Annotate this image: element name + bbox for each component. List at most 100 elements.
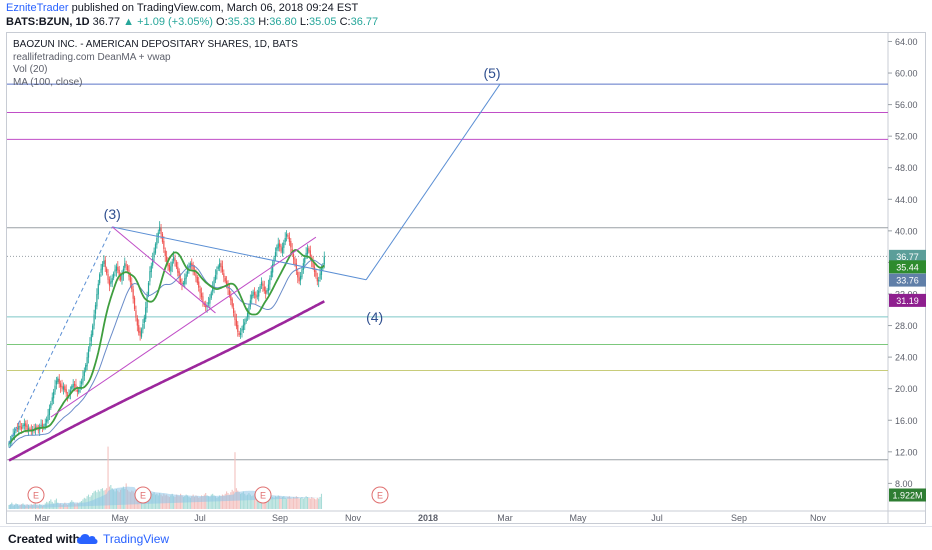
candle-body bbox=[156, 237, 158, 245]
volume-bar bbox=[252, 495, 254, 509]
legend-indicator-ma100[interactable]: MA (100, close) bbox=[13, 76, 83, 88]
volume-bar bbox=[221, 494, 223, 509]
volume-bar bbox=[283, 496, 285, 509]
wave-1-3-dashed-line[interactable] bbox=[8, 226, 113, 444]
candle-body bbox=[186, 270, 189, 274]
candle-body bbox=[25, 423, 27, 427]
candle-body bbox=[192, 264, 194, 270]
candle-body bbox=[269, 278, 271, 285]
price-badge bbox=[889, 273, 926, 287]
earnings-marker[interactable] bbox=[371, 486, 389, 504]
legend-indicator-volume[interactable]: Vol (20) bbox=[13, 64, 48, 75]
candle-body bbox=[181, 282, 183, 286]
volume-bar bbox=[213, 495, 215, 509]
volume-bar bbox=[279, 496, 281, 509]
volume-bar bbox=[189, 497, 191, 509]
candle-body bbox=[22, 424, 24, 428]
candle-body bbox=[298, 277, 300, 282]
triangle-lower-line[interactable] bbox=[50, 236, 317, 418]
candle-body bbox=[138, 325, 140, 333]
volume-bar bbox=[223, 495, 225, 509]
candle-body bbox=[15, 428, 17, 432]
candle-body bbox=[195, 273, 197, 278]
volume-bar bbox=[256, 496, 258, 509]
volume-bar bbox=[234, 452, 236, 509]
last-price: 36.77 bbox=[92, 16, 121, 28]
candle-body bbox=[210, 292, 212, 298]
ohlc-line: BATS:BZUN, 1D 36.77 ▲ +1.09 (+3.05%) O:3… bbox=[6, 16, 378, 28]
candle-body bbox=[136, 318, 138, 326]
open-value: 35.33 bbox=[227, 16, 256, 28]
low-label: L: bbox=[299, 16, 310, 28]
candle-body bbox=[227, 283, 229, 290]
high-label: H: bbox=[258, 16, 270, 28]
candle-body bbox=[61, 385, 63, 389]
candle-body bbox=[232, 308, 235, 313]
earnings-marker[interactable] bbox=[254, 486, 272, 504]
price-badge bbox=[889, 260, 926, 274]
wave-3-4-line[interactable] bbox=[112, 226, 367, 281]
volume-bar bbox=[306, 497, 309, 509]
candle-body bbox=[170, 266, 172, 272]
candle-body bbox=[115, 266, 118, 271]
candle-body bbox=[44, 423, 46, 426]
candle-body bbox=[133, 297, 136, 309]
volume-bar bbox=[198, 497, 200, 509]
candle-body bbox=[276, 247, 278, 251]
candle-body bbox=[62, 386, 65, 390]
volume-bar bbox=[216, 497, 218, 509]
earnings-marker[interactable] bbox=[134, 486, 152, 504]
candle-body bbox=[55, 380, 58, 385]
tradingview-cloud-icon[interactable] bbox=[76, 532, 98, 546]
legend-indicator-deanma[interactable]: reallifetrading.com DeanMA + vwap bbox=[13, 51, 171, 63]
volume-bar bbox=[249, 494, 251, 509]
candle-body bbox=[166, 256, 168, 262]
candle-body bbox=[259, 286, 261, 291]
candle-body bbox=[202, 296, 204, 302]
candle-body bbox=[153, 251, 155, 258]
candle-body bbox=[40, 424, 42, 427]
volume-bar bbox=[209, 497, 211, 509]
candle-body bbox=[216, 270, 218, 275]
volume-bar bbox=[267, 496, 270, 509]
volume-bar bbox=[304, 497, 306, 509]
price-tick-label: 56.00 bbox=[895, 100, 918, 110]
candle-body bbox=[178, 271, 180, 279]
candle-body bbox=[239, 332, 242, 336]
candle-body bbox=[57, 378, 59, 383]
candle-body bbox=[64, 386, 66, 391]
volume-bar bbox=[200, 495, 203, 509]
candle-body bbox=[224, 277, 226, 282]
vwap-line[interactable] bbox=[8, 259, 325, 449]
price-tick-label: 48.00 bbox=[895, 163, 918, 173]
author-link[interactable]: EzniteTrader bbox=[6, 2, 69, 14]
volume-bar bbox=[193, 497, 196, 509]
volume-bar bbox=[251, 496, 253, 509]
candle-body bbox=[196, 276, 198, 283]
candle-body bbox=[299, 275, 302, 281]
earnings-marker[interactable] bbox=[27, 486, 45, 504]
candle-body bbox=[89, 342, 91, 349]
candle-body bbox=[316, 277, 318, 282]
candle-body bbox=[140, 329, 143, 337]
volume-bar bbox=[313, 498, 316, 509]
candle-body bbox=[126, 266, 129, 271]
candle-body bbox=[292, 254, 295, 260]
ma100-line[interactable] bbox=[8, 300, 325, 462]
tradingview-brand[interactable]: TradingView bbox=[103, 532, 170, 546]
candle-body bbox=[19, 426, 21, 428]
candle-body bbox=[37, 429, 39, 431]
candle-body bbox=[188, 266, 190, 269]
candle-body bbox=[182, 282, 184, 285]
candle-body bbox=[139, 331, 141, 336]
volume-bar bbox=[255, 494, 257, 509]
volume-bar bbox=[174, 497, 176, 509]
dean-ma-line[interactable] bbox=[8, 249, 325, 444]
candle-body bbox=[290, 240, 292, 248]
price-tick-label: 28.00 bbox=[895, 321, 918, 331]
triangle-upper-line[interactable] bbox=[111, 226, 216, 314]
wave-4-5-projection-line[interactable] bbox=[365, 83, 501, 281]
candle-body bbox=[277, 243, 279, 249]
volume-bar bbox=[288, 496, 290, 509]
